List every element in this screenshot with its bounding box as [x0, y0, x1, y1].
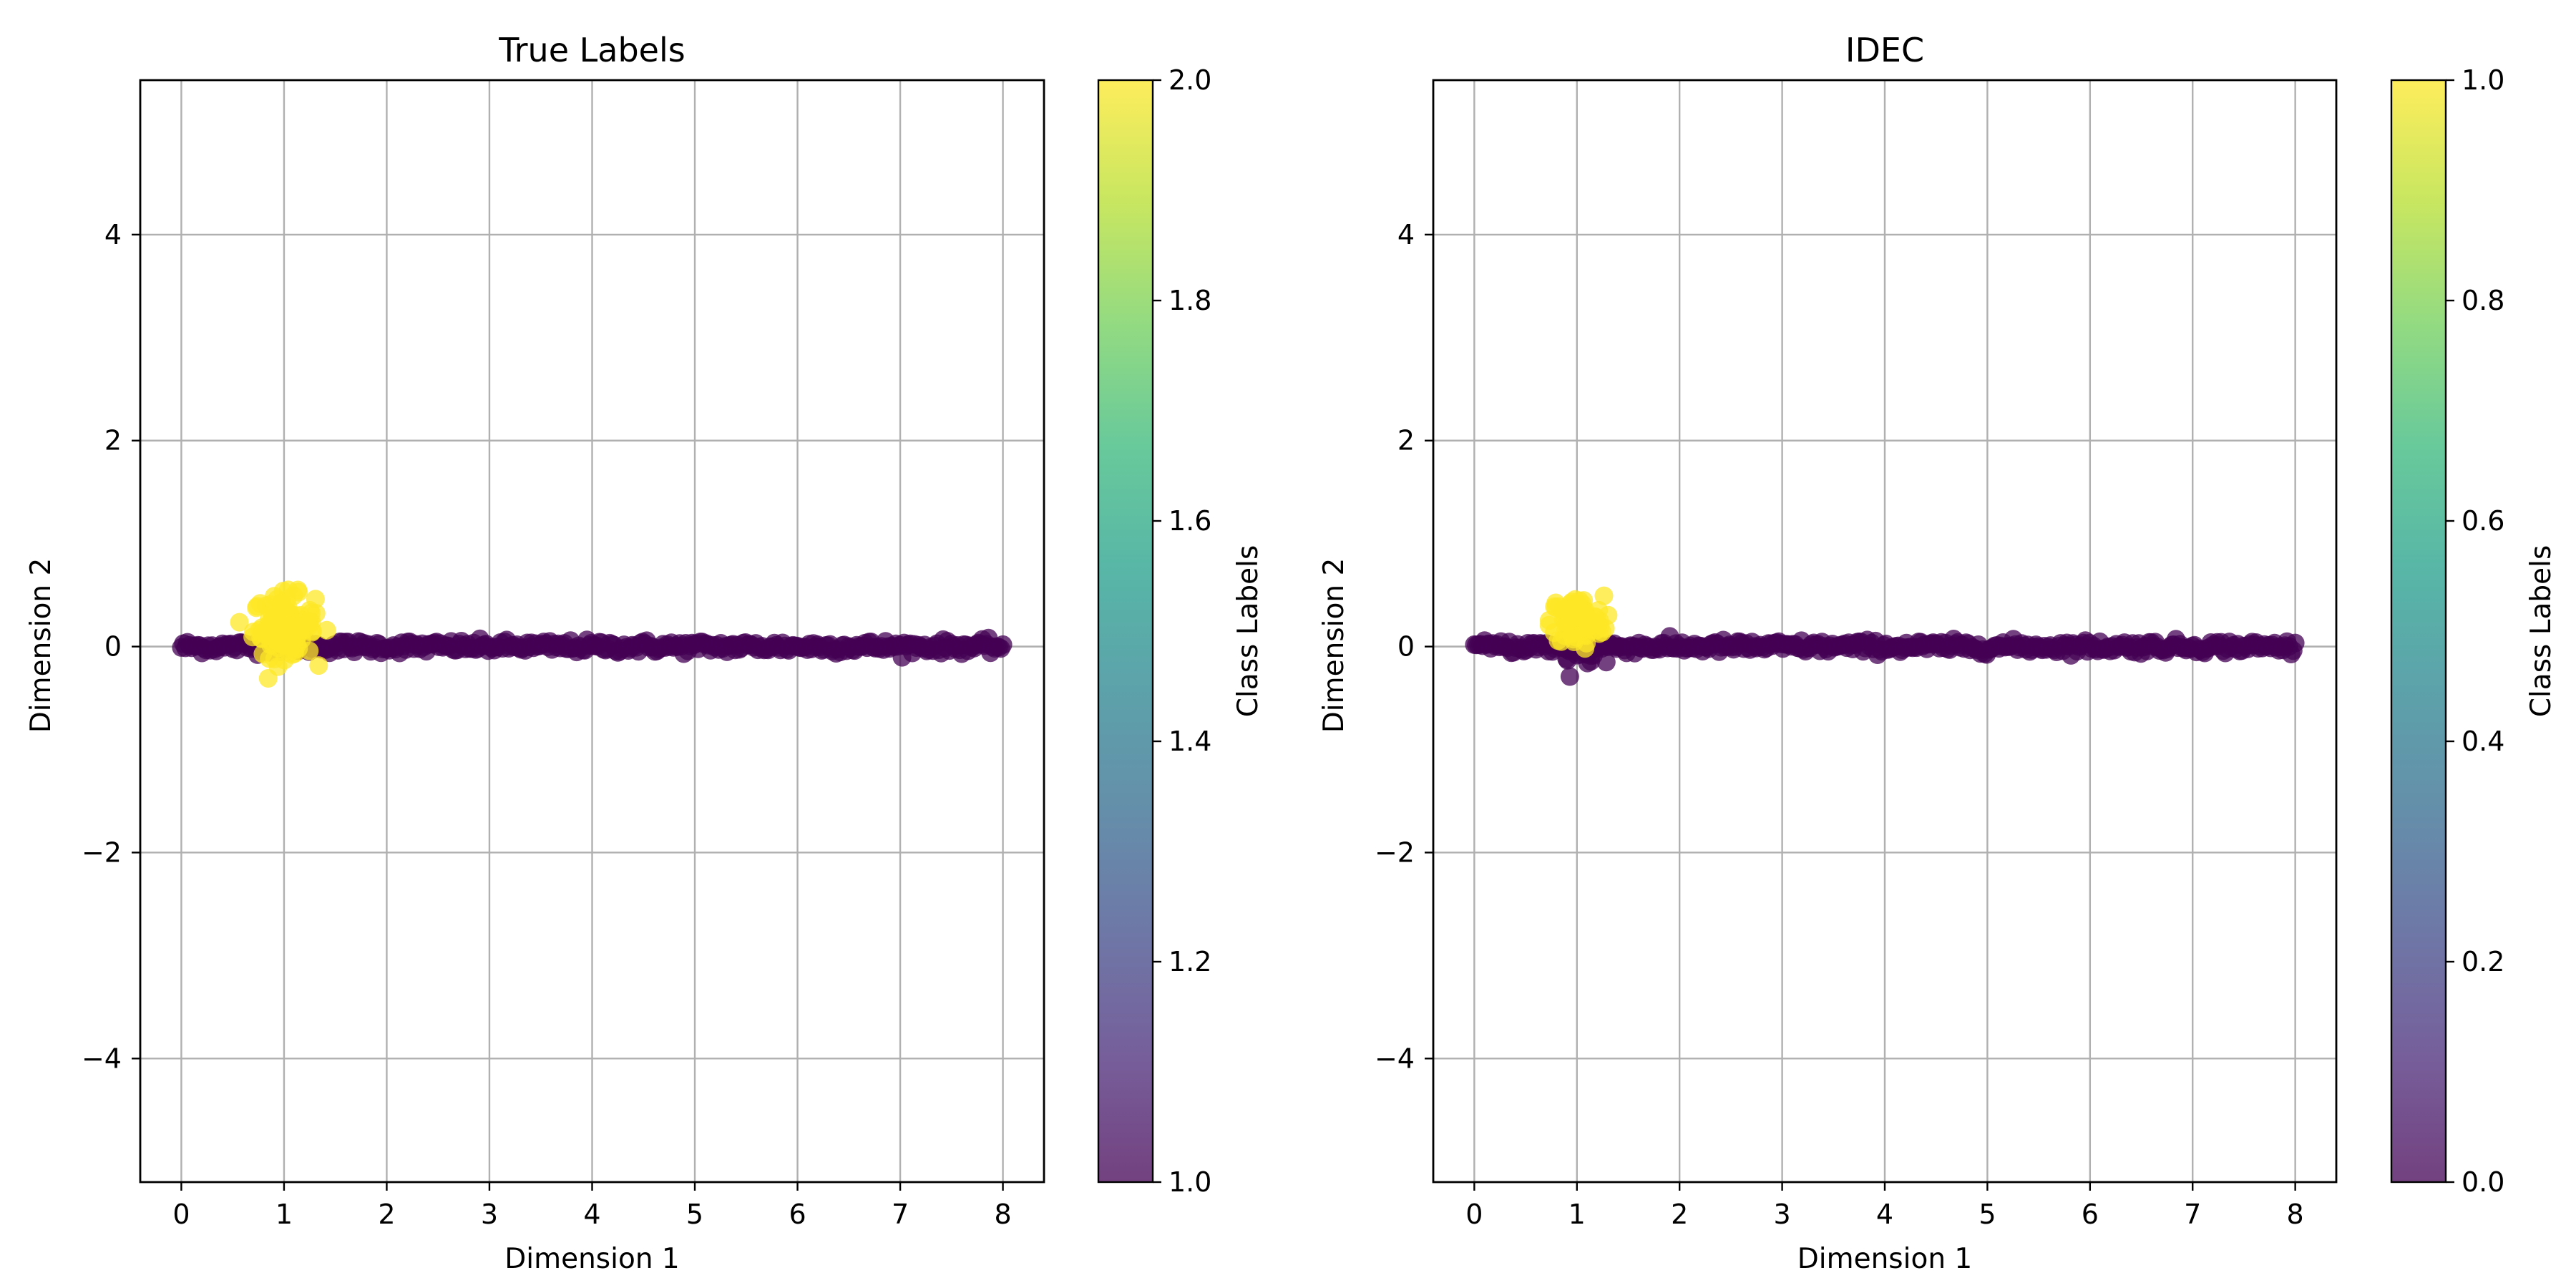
- point-class-1: [1548, 631, 1568, 650]
- colorbar-label: Class Labels: [2525, 545, 2557, 718]
- x-tick-label: 0: [1465, 1199, 1483, 1230]
- subplot-2: 0 1 2 3 4 5 6 7 8 −4 −2 0 2 4 IDEC Dimension 1 Dimension…: [1318, 31, 2557, 1275]
- y-tick-label: 4: [104, 219, 122, 250]
- x-axis-label: Dimension 1: [1797, 1243, 1973, 1275]
- y-axis-label: Dimension 2: [1318, 558, 1350, 733]
- colorbar-tick-label: 0.6: [2462, 505, 2504, 537]
- y-tick-label: 0: [1397, 631, 1415, 663]
- point-class-1: [1594, 586, 1614, 605]
- colorbar: 0.0 0.2 0.4 0.6 0.8 1.0 Class Labels: [2390, 64, 2557, 1198]
- x-tick-label: 8: [994, 1199, 1011, 1230]
- y-tick-label: −4: [1375, 1043, 1415, 1074]
- x-axis-ticks: 0 1 2 3 4 5 6 7 8: [172, 1182, 1012, 1230]
- y-axis-ticks: −4 −2 0 2 4: [82, 219, 140, 1074]
- x-tick-label: 4: [1876, 1199, 1893, 1230]
- colorbar-tick-label: 0.4: [2462, 726, 2504, 757]
- y-tick-label: 4: [1397, 219, 1415, 250]
- colorbar-gradient: [1098, 80, 1153, 1182]
- x-tick-label: 5: [1979, 1199, 1996, 1230]
- x-tick-label: 8: [2287, 1199, 2304, 1230]
- x-tick-label: 3: [481, 1199, 498, 1230]
- x-axis-ticks: 0 1 2 3 4 5 6 7 8: [1465, 1182, 2304, 1230]
- scatter-points: [1465, 586, 2305, 686]
- colorbar-frame: [1097, 79, 1154, 1184]
- colorbar-tick-label: 0.2: [2462, 946, 2504, 977]
- point-class-2: [250, 620, 269, 640]
- x-tick-label: 6: [789, 1199, 806, 1230]
- colorbar: 1.0 1.2 1.4 1.6 1.8 2.0 Class Labels: [1097, 64, 1264, 1198]
- y-tick-label: −2: [82, 836, 122, 868]
- point-class-2: [317, 620, 336, 640]
- x-tick-label: 4: [583, 1199, 600, 1230]
- colorbar-tick-label: 1.8: [1169, 285, 1211, 316]
- point-class-2: [263, 608, 282, 628]
- x-tick-label: 0: [172, 1199, 190, 1230]
- colorbar-tick-label: 1.6: [1169, 505, 1211, 537]
- y-tick-label: 2: [104, 425, 122, 457]
- point-class-0: [1560, 667, 1579, 686]
- colorbar-frame: [2390, 79, 2447, 1184]
- x-tick-label: 7: [892, 1199, 909, 1230]
- colorbar-tick-label: 2.0: [1169, 64, 1211, 96]
- colorbar-tick-label: 1.4: [1169, 726, 1211, 757]
- point-class-2: [309, 656, 328, 675]
- x-tick-label: 2: [378, 1199, 395, 1230]
- colorbar-gradient: [2391, 80, 2446, 1182]
- colorbar-tick-label: 0.0: [2462, 1166, 2504, 1198]
- y-tick-label: 2: [1397, 425, 1415, 457]
- colorbar-tick-label: 0.8: [2462, 285, 2504, 316]
- y-tick-label: −2: [1375, 836, 1415, 868]
- point-class-1: [1565, 608, 1584, 628]
- x-axis-label: Dimension 1: [504, 1243, 680, 1275]
- x-tick-label: 6: [2082, 1199, 2099, 1230]
- colorbar-tick-label: 1.0: [2462, 64, 2504, 96]
- scatter-points: [172, 580, 1013, 688]
- chart-title: True Labels: [498, 31, 685, 69]
- x-tick-label: 7: [2184, 1199, 2201, 1230]
- point-class-2: [283, 645, 302, 664]
- y-axis-ticks: −4 −2 0 2 4: [1375, 219, 1433, 1074]
- point-class-1: [993, 635, 1013, 654]
- point-class-2: [289, 625, 308, 644]
- point-class-0: [2285, 633, 2305, 653]
- x-tick-label: 2: [1671, 1199, 1688, 1230]
- point-class-0: [1606, 637, 1626, 656]
- x-tick-label: 3: [1773, 1199, 1790, 1230]
- colorbar-tick-label: 1.0: [1169, 1166, 1211, 1198]
- point-class-2: [230, 613, 249, 632]
- y-tick-label: 0: [104, 631, 122, 663]
- x-tick-label: 1: [1568, 1199, 1586, 1230]
- colorbar-tick-label: 1.2: [1169, 946, 1211, 977]
- x-tick-label: 1: [275, 1199, 293, 1230]
- chart-title: IDEC: [1845, 31, 1924, 69]
- y-axis-label: Dimension 2: [25, 558, 57, 733]
- point-class-2: [302, 613, 321, 632]
- y-tick-label: −4: [82, 1043, 122, 1074]
- point-class-2: [284, 586, 303, 605]
- subplot-1: 0 1 2 3 4 5 6 7 8 −4 −2 0 2 4 True Labels Dimension 1 Di…: [25, 31, 1264, 1275]
- point-class-1: [1589, 615, 1608, 635]
- x-tick-label: 5: [686, 1199, 703, 1230]
- point-class-2: [253, 644, 273, 663]
- colorbar-label: Class Labels: [1232, 545, 1264, 718]
